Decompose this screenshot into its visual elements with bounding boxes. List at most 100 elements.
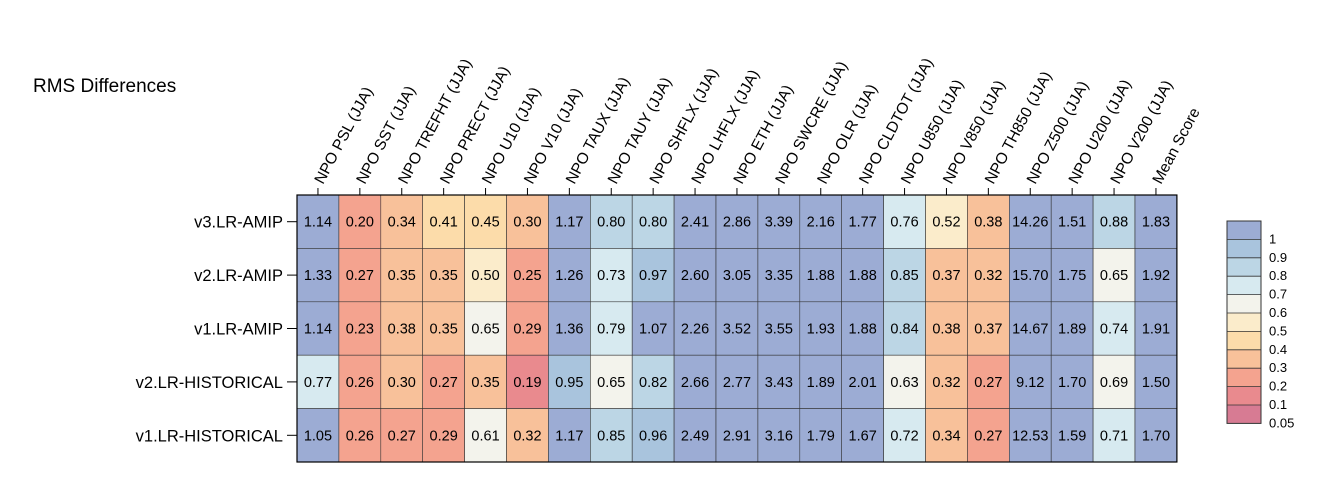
column-label-npo-trefht-jja: NPO TREFHT (JJA) — [395, 56, 475, 187]
heatmap-cell — [631, 354, 675, 409]
cell-value: 1.89 — [1058, 322, 1086, 338]
heatmap-cell — [464, 354, 507, 409]
heatmap-cell — [380, 194, 423, 249]
heatmap-cells — [296, 194, 1178, 463]
colorbar-label: 0.6 — [1269, 305, 1287, 320]
heatmap-cell — [1092, 408, 1136, 463]
cell-value: 0.65 — [1100, 268, 1128, 284]
colorbar-label: 0.4 — [1269, 342, 1287, 357]
cell-value: 3.35 — [765, 268, 793, 284]
heatmap-cell — [506, 194, 549, 249]
cell-value: 1.88 — [849, 322, 877, 338]
heatmap-cell — [631, 248, 675, 303]
colorbar-label: 0.3 — [1269, 360, 1287, 375]
cell-value: 3.05 — [723, 268, 751, 284]
heatmap-cell — [548, 408, 591, 463]
cell-value: 3.39 — [765, 215, 793, 231]
cell-value: 0.20 — [346, 215, 374, 231]
cell-value: 1.17 — [555, 428, 583, 444]
colorbar-swatch — [1227, 349, 1261, 369]
heatmap-cell — [841, 194, 884, 249]
cell-value: 0.35 — [471, 375, 499, 391]
heatmap-cell — [967, 248, 1010, 303]
heatmap-cell — [925, 354, 968, 409]
cell-value: 0.32 — [932, 375, 960, 391]
cell-value: 14.67 — [1012, 322, 1048, 338]
cell-value: 0.61 — [471, 428, 499, 444]
cell-value: 0.30 — [513, 215, 541, 231]
heatmap-cell — [422, 408, 465, 463]
heatmap-cell — [883, 301, 926, 356]
heatmap-cell — [883, 194, 926, 249]
cell-value: 0.84 — [890, 322, 918, 338]
cell-value: 2.26 — [681, 322, 709, 338]
colorbar-label: 1 — [1269, 231, 1276, 246]
cell-value: 0.95 — [555, 375, 583, 391]
heatmap-cell — [338, 194, 382, 249]
heatmap-cell — [1050, 301, 1094, 356]
heatmap-cell — [757, 194, 801, 249]
cell-value: 0.27 — [388, 428, 416, 444]
cell-value: 1.70 — [1142, 428, 1170, 444]
cell-value: 0.96 — [639, 428, 667, 444]
cell-value: 1.33 — [304, 268, 332, 284]
colorbar: 1 0.9 0.8 0.7 0.6 0.5 0.4 0.3 0.2 0.1 0.05 — [1226, 220, 1294, 430]
colorbar-label: 0.5 — [1269, 323, 1287, 338]
heatmap-cell — [1092, 248, 1136, 303]
heatmap-cell — [1008, 354, 1052, 409]
cell-value: 1.36 — [555, 322, 583, 338]
cell-value: 0.37 — [974, 322, 1002, 338]
heatmap-cell — [1134, 408, 1178, 463]
heatmap-cell — [1050, 408, 1094, 463]
heatmap-cell — [506, 248, 549, 303]
heatmap-cell — [338, 301, 382, 356]
cell-value: 0.38 — [932, 322, 960, 338]
colorbar-swatch — [1227, 276, 1261, 295]
heatmap-cell — [673, 194, 717, 249]
cell-value: 0.34 — [388, 215, 416, 231]
cell-value: 0.29 — [430, 428, 458, 444]
heatmap-cell — [338, 248, 382, 303]
cell-value: 0.52 — [932, 215, 960, 231]
heatmap-cell — [925, 194, 968, 249]
cell-value: 0.77 — [304, 375, 332, 391]
heatmap-cell — [589, 408, 633, 463]
cell-value: 0.35 — [388, 268, 416, 284]
cell-value: 2.41 — [681, 215, 709, 231]
row-label-v2-lr-historical: v2.LR-HISTORICAL — [136, 374, 283, 392]
cell-value: 1.14 — [304, 322, 332, 338]
row-label-v1-lr-historical: v1.LR-HISTORICAL — [136, 427, 283, 445]
cell-value: 0.76 — [890, 215, 918, 231]
cell-value: 14.26 — [1012, 215, 1048, 231]
cell-value: 1.26 — [555, 268, 583, 284]
cell-value: 1.51 — [1058, 215, 1086, 231]
heatmap-cell — [925, 408, 968, 463]
cell-value: 2.77 — [723, 375, 751, 391]
cell-value: 2.91 — [723, 428, 751, 444]
cell-value: 0.25 — [513, 268, 541, 284]
cell-value: 1.79 — [807, 428, 835, 444]
cell-value: 0.26 — [346, 375, 374, 391]
cell-value: 0.30 — [388, 375, 416, 391]
cell-value: 1.91 — [1142, 322, 1170, 338]
heatmap-cell — [967, 301, 1010, 356]
colorbar-swatch — [1227, 294, 1261, 313]
heatmap-cell — [673, 408, 717, 463]
heatmap-cell — [715, 248, 759, 303]
heatmap-cell — [1134, 354, 1178, 409]
column-label-npo-cldtot-jja: NPO CLDTOT (JJA) — [856, 55, 937, 186]
row-label-v3-lr-amip: v3.LR-AMIP — [194, 214, 283, 232]
row-label-v2-lr-amip: v2.LR-AMIP — [194, 267, 283, 285]
row-label-v1-lr-amip: v1.LR-AMIP — [194, 321, 283, 339]
cell-value: 1.17 — [555, 215, 583, 231]
cell-value: 3.55 — [765, 322, 793, 338]
cell-value: 1.75 — [1058, 268, 1086, 284]
cell-value: 0.27 — [974, 375, 1002, 391]
heatmap-cell — [422, 301, 465, 356]
cell-value: 0.65 — [597, 375, 625, 391]
cell-value: 0.35 — [430, 322, 458, 338]
heatmap-cell — [883, 248, 926, 303]
colorbar-swatch — [1227, 313, 1261, 332]
cell-value: 2.86 — [723, 215, 751, 231]
